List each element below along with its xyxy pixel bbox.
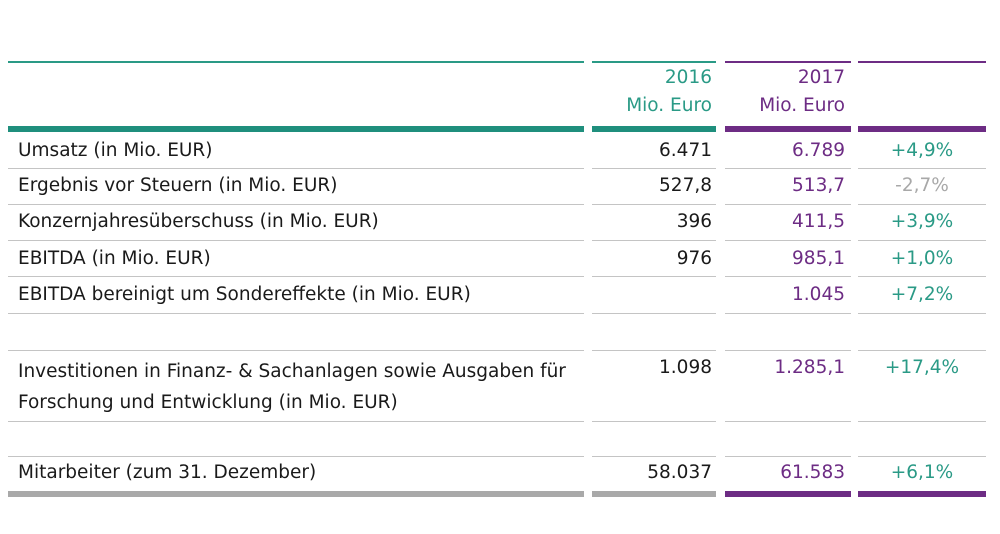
row-divider bbox=[8, 456, 584, 457]
row-divider bbox=[592, 421, 716, 422]
row-divider bbox=[8, 240, 584, 241]
row-divider bbox=[858, 240, 986, 241]
row-change: +7,2% bbox=[890, 284, 954, 305]
row-divider bbox=[725, 240, 851, 241]
header-2017-unit: Mio. Euro bbox=[759, 95, 845, 116]
header-bottom-rule-label bbox=[8, 126, 584, 132]
row-divider bbox=[725, 350, 851, 351]
row-label-ebitda: EBITDA (in Mio. EUR) bbox=[18, 248, 211, 269]
row-divider bbox=[858, 276, 986, 277]
row-divider bbox=[725, 168, 851, 169]
header-bottom-rule-change bbox=[858, 126, 986, 132]
row-change: +4,9% bbox=[890, 140, 954, 161]
row-divider bbox=[592, 313, 716, 314]
row-value-2016: 527,8 bbox=[659, 175, 712, 196]
row-value-2016: 396 bbox=[676, 211, 712, 232]
row-divider bbox=[858, 168, 986, 169]
row-divider bbox=[858, 456, 986, 457]
row-change: +1,0% bbox=[890, 248, 954, 269]
row-change: +6,1% bbox=[890, 462, 954, 483]
row-label-umsatz: Umsatz (in Mio. EUR) bbox=[18, 140, 213, 161]
row-divider bbox=[725, 276, 851, 277]
header-bottom-rule-2016 bbox=[592, 126, 716, 132]
row-divider bbox=[592, 204, 716, 205]
header-bottom-rule-2017 bbox=[725, 126, 851, 132]
row-divider bbox=[592, 276, 716, 277]
row-value-2016: 1.098 bbox=[659, 357, 712, 378]
header-2016-year: 2016 bbox=[664, 67, 712, 88]
row-value-2017: 513,7 bbox=[792, 175, 845, 196]
header-2016-unit: Mio. Euro bbox=[626, 95, 712, 116]
row-label-investitionen-line2: Forschung und Entwicklung (in Mio. EUR) bbox=[18, 392, 398, 413]
row-divider bbox=[8, 204, 584, 205]
row-value-2016: 58.037 bbox=[647, 462, 712, 483]
table-bottom-rule-2017 bbox=[725, 491, 851, 497]
row-divider bbox=[858, 204, 986, 205]
table-bottom-rule-2016 bbox=[592, 491, 716, 497]
row-divider bbox=[858, 313, 986, 314]
row-divider bbox=[858, 421, 986, 422]
header-2017-year: 2017 bbox=[797, 67, 845, 88]
row-divider bbox=[592, 240, 716, 241]
row-divider bbox=[8, 350, 584, 351]
row-label-ergebnis: Ergebnis vor Steuern (in Mio. EUR) bbox=[18, 175, 338, 196]
header-top-rule-change bbox=[858, 61, 986, 63]
row-divider bbox=[725, 456, 851, 457]
row-divider bbox=[8, 421, 584, 422]
row-label-ebitda-bereinigt: EBITDA bereinigt um Sondereffekte (in Mi… bbox=[18, 284, 471, 305]
header-top-rule-2017 bbox=[725, 61, 851, 63]
row-value-2017: 1.045 bbox=[792, 284, 845, 305]
row-change: +3,9% bbox=[890, 211, 954, 232]
row-divider bbox=[592, 456, 716, 457]
row-divider bbox=[8, 168, 584, 169]
row-change: +17,4% bbox=[884, 357, 960, 378]
header-top-rule-2016 bbox=[592, 61, 716, 63]
row-divider bbox=[725, 204, 851, 205]
row-value-2017: 1.285,1 bbox=[774, 357, 845, 378]
row-label-investitionen-line1: Investitionen in Finanz- & Sachanlagen s… bbox=[18, 361, 566, 382]
row-divider bbox=[858, 350, 986, 351]
row-divider bbox=[725, 313, 851, 314]
row-divider bbox=[725, 421, 851, 422]
row-value-2017: 985,1 bbox=[792, 248, 845, 269]
row-divider bbox=[8, 313, 584, 314]
row-value-2017: 411,5 bbox=[792, 211, 845, 232]
row-label-konzernjahresueberschuss: Konzernjahresüberschuss (in Mio. EUR) bbox=[18, 211, 379, 232]
row-divider bbox=[592, 350, 716, 351]
row-change: -2,7% bbox=[895, 175, 949, 196]
row-divider bbox=[8, 276, 584, 277]
row-value-2017: 6.789 bbox=[792, 140, 845, 161]
row-divider bbox=[592, 168, 716, 169]
row-label-mitarbeiter: Mitarbeiter (zum 31. Dezember) bbox=[18, 462, 317, 483]
row-value-2016: 6.471 bbox=[659, 140, 712, 161]
row-value-2016: 976 bbox=[676, 248, 712, 269]
table-bottom-rule-change bbox=[858, 491, 986, 497]
header-top-rule-label bbox=[8, 61, 584, 63]
row-value-2017: 61.583 bbox=[780, 462, 845, 483]
table-bottom-rule-label bbox=[8, 491, 584, 497]
